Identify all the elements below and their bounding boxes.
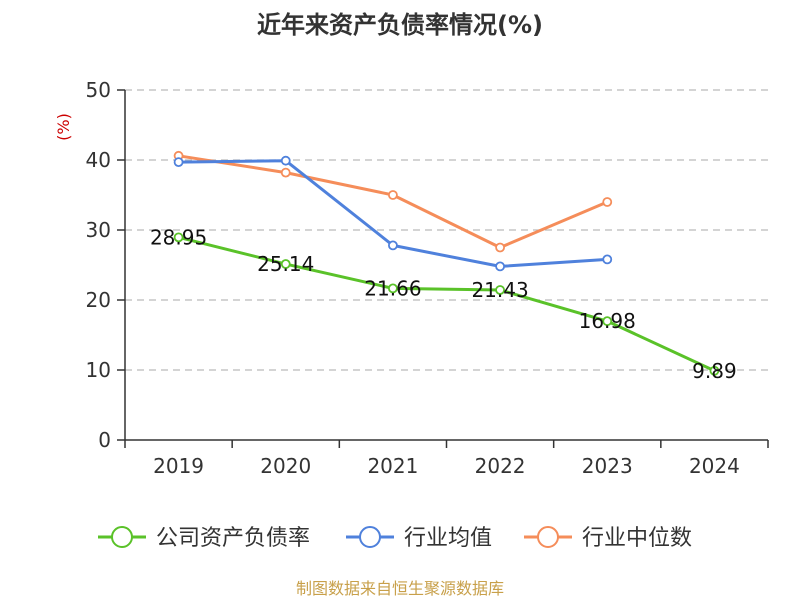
- source-note: 制图数据来自恒生聚源数据库: [296, 579, 504, 598]
- data-point: [173, 157, 184, 168]
- y-tick-label: 10: [86, 358, 111, 382]
- legend-label: 行业均值: [404, 526, 492, 551]
- legend-item: 行业中位数: [524, 526, 692, 551]
- data-point: [388, 283, 398, 294]
- x-tick-label: 2019: [153, 454, 204, 478]
- data-point: [388, 190, 398, 200]
- data-point: [602, 316, 613, 327]
- legend-marker: [537, 526, 559, 548]
- series-line: [178, 159, 608, 268]
- legend-marker: [359, 526, 381, 548]
- data-label: 21.43: [471, 278, 528, 302]
- series-group: [173, 150, 720, 376]
- chart-title: 近年来资产负债率情况(%): [257, 11, 543, 39]
- series-0: [173, 232, 720, 376]
- y-axis-label: (%): [54, 113, 73, 141]
- y-tick-label: 40: [86, 148, 111, 172]
- data-point: [495, 261, 505, 272]
- grid-lines: [125, 89, 768, 371]
- series-line: [178, 235, 716, 373]
- y-tick-label: 30: [86, 218, 111, 242]
- data-point: [602, 197, 613, 207]
- data-label: 25.14: [257, 252, 314, 276]
- legend-item: 行业均值: [346, 526, 492, 551]
- x-tick-label: 2020: [260, 454, 311, 478]
- y-tick-label: 20: [86, 288, 111, 312]
- axes: 0 10 20 30 40 50 2019 2020 2021 2022 2023 2024: [86, 78, 769, 478]
- data-point: [709, 365, 720, 376]
- series-line: [178, 154, 608, 249]
- data-labels: 28.95 25.14 21.66 21.43 16.98 9.89: [150, 225, 737, 382]
- legend-item: 公司资产负债率: [98, 526, 310, 551]
- legend-label: 行业中位数: [582, 526, 692, 551]
- data-point: [280, 167, 291, 178]
- legend-label: 公司资产负债率: [156, 526, 310, 551]
- data-label: 16.98: [579, 309, 636, 333]
- data-label: 28.95: [150, 225, 207, 249]
- x-tick-label: 2024: [689, 454, 740, 478]
- y-tick-label: 50: [86, 78, 111, 102]
- data-label: 21.66: [364, 276, 421, 300]
- data-point: [388, 240, 398, 251]
- data-point: [173, 232, 184, 243]
- series-2: [173, 150, 613, 253]
- legend: 公司资产负债率 行业均值 行业中位数: [98, 526, 692, 551]
- data-point: [280, 259, 291, 269]
- data-point: [495, 242, 505, 253]
- x-tick-label: 2023: [582, 454, 633, 478]
- data-label: 9.89: [692, 359, 737, 383]
- x-tick-label: 2022: [475, 454, 526, 478]
- legend-marker: [111, 526, 133, 548]
- x-tick-label: 2021: [367, 454, 418, 478]
- data-point: [495, 285, 505, 295]
- data-point: [602, 254, 613, 265]
- series-1: [173, 155, 613, 272]
- y-tick-label: 0: [98, 428, 111, 452]
- data-point: [280, 155, 291, 166]
